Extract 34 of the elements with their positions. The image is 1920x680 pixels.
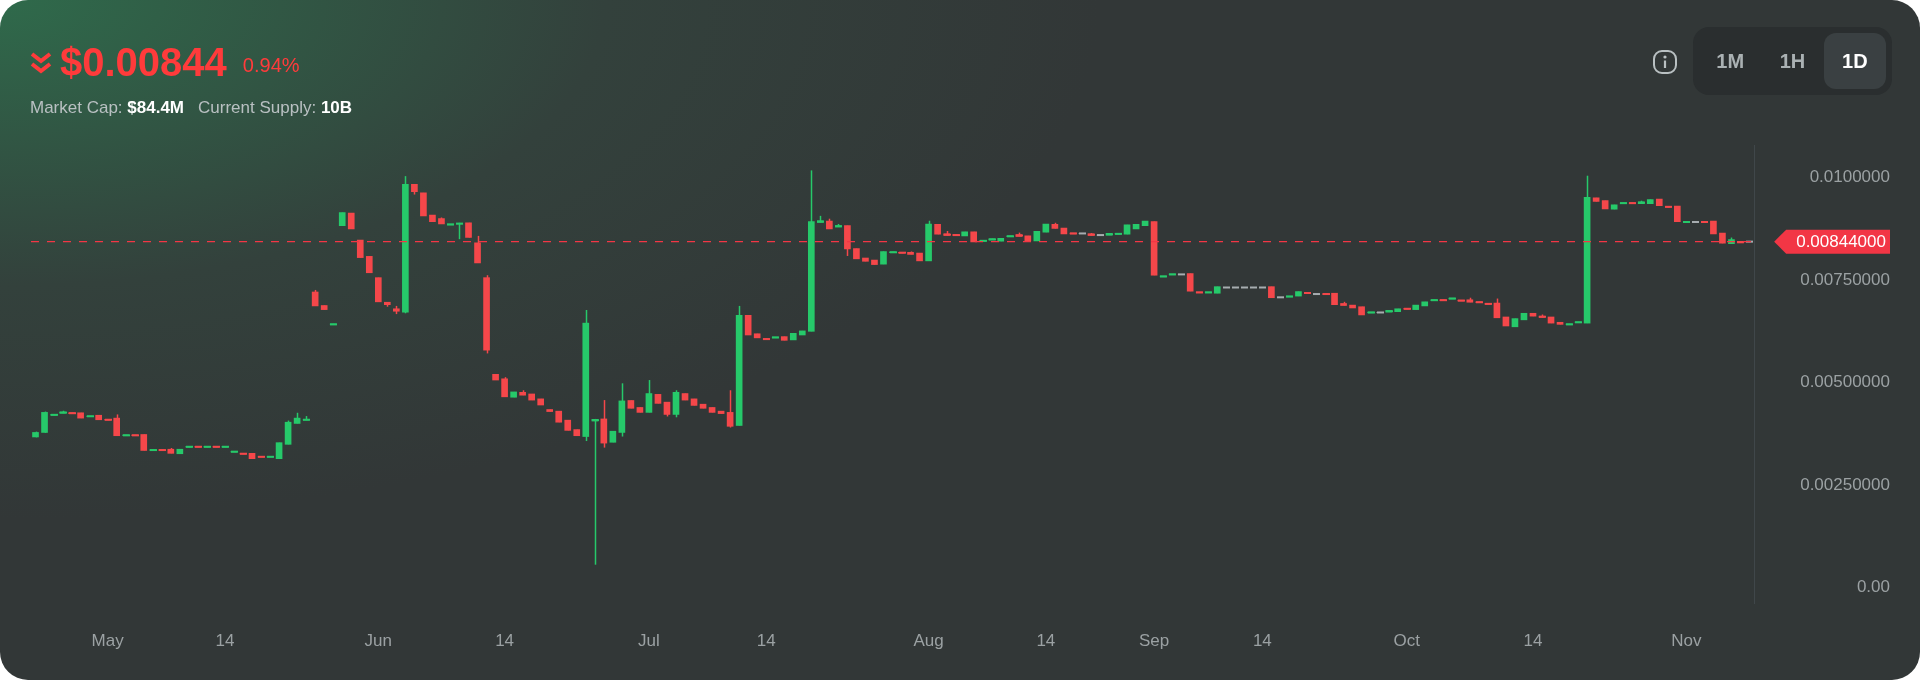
- text: Current Supply: 10B: [198, 98, 353, 117]
- x-tick-label: 14: [1523, 631, 1543, 651]
- x-tick-label: Jun: [364, 631, 393, 651]
- x-tick-label: 14: [1036, 631, 1056, 651]
- text: 1D: [1823, 33, 1886, 89]
- x-tick-label: Sep: [1138, 631, 1170, 651]
- candlestick: [645, 379, 653, 414]
- ref-line-label: 0.00844000: [1796, 232, 1886, 252]
- text: 0.94%: [242, 54, 300, 77]
- text: Market Cap: $84.4M: [30, 98, 185, 117]
- candlestick: [501, 376, 508, 398]
- candlestick: [726, 389, 734, 429]
- y-tick-label: 0.00500000: [1800, 372, 1890, 392]
- x-tick-label: Aug: [913, 631, 944, 651]
- x-tick-label: Oct: [1393, 631, 1421, 651]
- text: 1M: [1715, 48, 1746, 74]
- candlestick: [284, 419, 292, 446]
- candlestick: [591, 418, 600, 566]
- x-tick-label: 14: [1252, 631, 1272, 651]
- y-tick-label: 0.00: [1856, 576, 1890, 596]
- candlestick: [844, 224, 851, 257]
- x-tick-label: 14: [756, 631, 776, 651]
- text: 1H: [1778, 48, 1807, 74]
- candlestick: [474, 235, 481, 264]
- x-tick-label: 14: [495, 631, 515, 651]
- y-tick-label: 0.0100000: [1809, 167, 1890, 187]
- x-tick-label: 14: [215, 631, 235, 651]
- y-tick-label: 0.00750000: [1800, 269, 1890, 289]
- chart-title: $0.00844: [60, 40, 227, 85]
- y-tick-label: 0.00250000: [1800, 474, 1890, 494]
- candlestick: [672, 389, 680, 419]
- x-tick-label: Jul: [638, 631, 660, 651]
- x-tick-label: Nov: [1671, 631, 1702, 651]
- x-tick-label: May: [91, 631, 125, 651]
